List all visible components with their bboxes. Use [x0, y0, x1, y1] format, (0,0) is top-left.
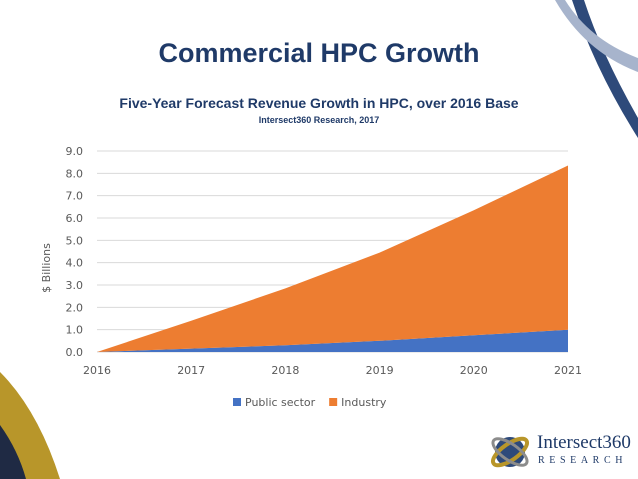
y-tick-label: 1.0 [66, 324, 84, 337]
bottom-left-swoosh-dark [0, 425, 26, 479]
x-tick-label: 2017 [177, 364, 205, 377]
tick-labels: 0.0 1.0 2.0 3.0 4.0 5.0 6.0 7.0 8.0 9.0 2016 2017 20… [66, 145, 583, 377]
intersect360-logo [490, 436, 530, 468]
logo-globe-icon [495, 437, 525, 467]
legend-swatch [233, 398, 241, 406]
chart-subtitle: Intersect360 Research, 2017 [258, 115, 380, 125]
logo-name: Intersect360 [537, 432, 631, 453]
y-tick-label: 6.0 [66, 212, 84, 225]
legend-label: Industry [341, 396, 387, 409]
x-tick-label: 2016 [83, 364, 111, 377]
logo-ring-gray [491, 437, 529, 467]
y-tick-label: 4.0 [66, 257, 84, 270]
y-tick-label: 5.0 [66, 234, 84, 247]
legend-swatch [329, 398, 338, 406]
y-tick-label: 3.0 [66, 279, 84, 292]
y-tick-label: 9.0 [66, 145, 84, 158]
logo-ring-gold [490, 436, 530, 468]
area-public-sector [97, 329, 568, 352]
logo-tagline: RESEARCH [538, 455, 628, 466]
area-series [97, 165, 568, 352]
slide-title: Commercial HPC Growth [158, 38, 480, 68]
x-tick-label: 2021 [554, 364, 582, 377]
y-tick-label: 2.0 [66, 301, 84, 314]
y-tick-label: 8.0 [66, 167, 84, 180]
legend: Public sector Industry [233, 396, 387, 409]
chart-title: Five-Year Forecast Revenue Growth in HPC… [119, 95, 519, 111]
y-tick-label: 7.0 [66, 190, 84, 203]
x-tick-label: 2019 [366, 364, 394, 377]
top-right-swoosh-light [555, 0, 638, 72]
y-tick-label: 0.0 [66, 346, 84, 359]
legend-label: Public sector [245, 396, 316, 409]
area-industry [97, 165, 568, 352]
x-tick-label: 2020 [460, 364, 488, 377]
y-axis-label: $ Billions [40, 243, 53, 293]
x-tick-label: 2018 [271, 364, 299, 377]
